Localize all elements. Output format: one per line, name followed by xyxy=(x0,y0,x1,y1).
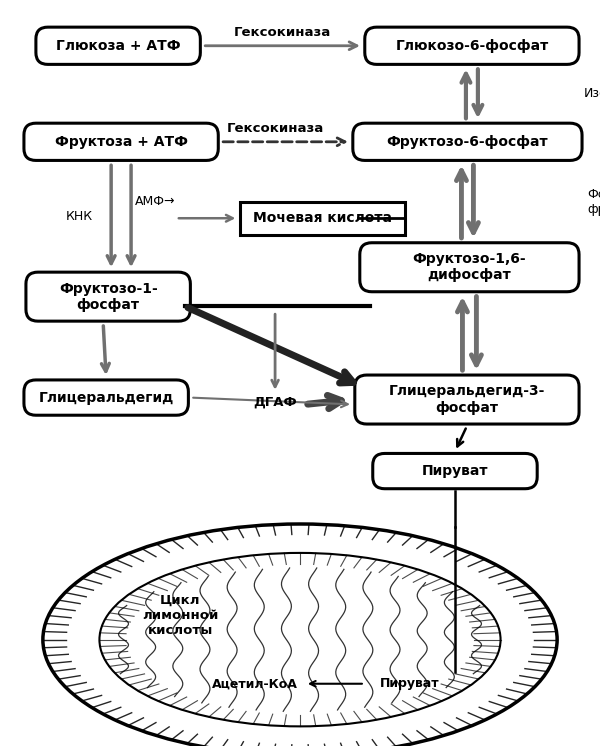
FancyBboxPatch shape xyxy=(373,453,537,489)
Bar xyxy=(240,201,404,235)
Text: Фруктозо-1-
фосфат: Фруктозо-1- фосфат xyxy=(59,281,158,311)
FancyBboxPatch shape xyxy=(360,243,579,292)
Text: Пируват: Пируват xyxy=(422,464,488,478)
FancyBboxPatch shape xyxy=(24,123,218,161)
Text: Гексокиназа: Гексокиназа xyxy=(234,26,331,38)
FancyBboxPatch shape xyxy=(365,27,579,64)
FancyBboxPatch shape xyxy=(36,27,200,64)
Text: Фруктозо-1,6-
дифосфат: Фруктозо-1,6- дифосфат xyxy=(413,252,526,282)
Ellipse shape xyxy=(100,553,500,726)
FancyBboxPatch shape xyxy=(24,380,188,415)
Text: Глюкоза + АТФ: Глюкоза + АТФ xyxy=(56,38,181,53)
Text: Глицеральдегид: Глицеральдегид xyxy=(38,391,174,405)
Text: АМФ→: АМФ→ xyxy=(135,195,176,208)
FancyBboxPatch shape xyxy=(26,272,190,321)
FancyBboxPatch shape xyxy=(353,123,582,161)
Text: Мочевая кислота: Мочевая кислота xyxy=(253,211,392,225)
Text: Глюкозо-6-фосфат: Глюкозо-6-фосфат xyxy=(395,38,548,53)
Text: Гексокиназа: Гексокиназа xyxy=(227,121,324,134)
Ellipse shape xyxy=(43,524,557,754)
Text: ДГАФ: ДГАФ xyxy=(253,396,297,409)
Text: Фруктоза + АТФ: Фруктоза + АТФ xyxy=(55,135,188,149)
Text: Пируват: Пируват xyxy=(380,677,439,690)
Text: Цикл
лимонной
кислоты: Цикл лимонной кислоты xyxy=(142,593,218,636)
Text: Изомераза: Изомераза xyxy=(584,87,600,100)
Text: Глицеральдегид-3-
фосфат: Глицеральдегид-3- фосфат xyxy=(389,385,545,415)
Text: Ацетил-КоА: Ацетил-КоА xyxy=(212,677,298,690)
FancyBboxPatch shape xyxy=(355,375,579,424)
Text: Фосфо-
фруктокиназа: Фосфо- фруктокиназа xyxy=(587,188,600,216)
Text: КНК: КНК xyxy=(66,210,93,222)
Text: Фруктозо-6-фосфат: Фруктозо-6-фосфат xyxy=(386,135,548,149)
